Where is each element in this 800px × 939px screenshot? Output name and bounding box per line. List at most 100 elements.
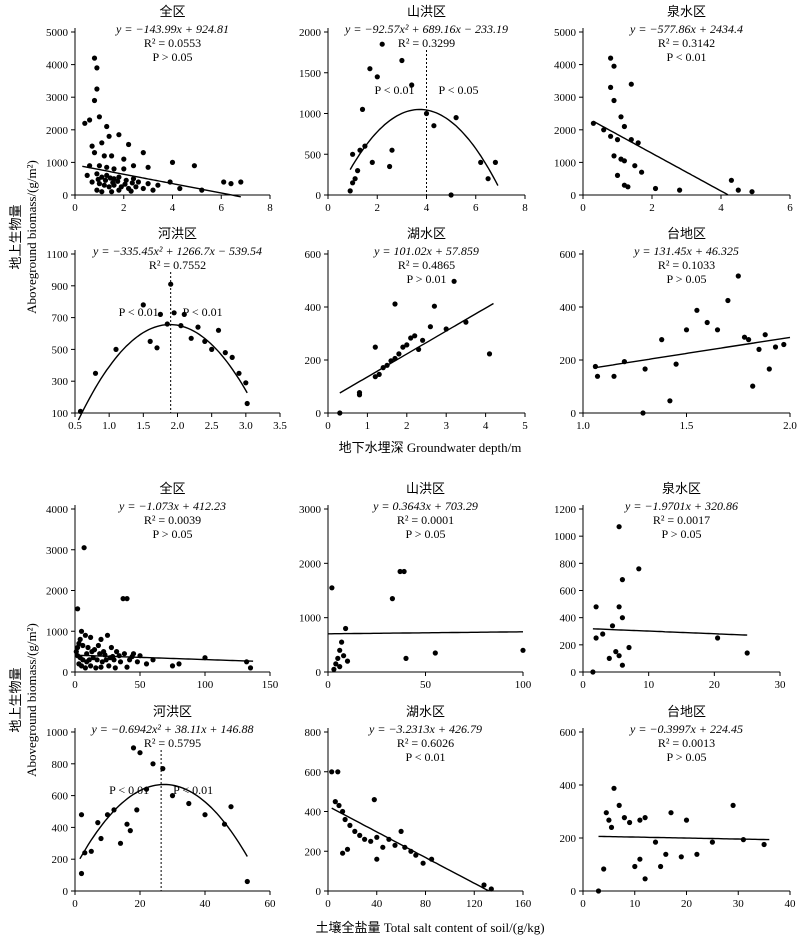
data-point	[401, 568, 407, 575]
y-tick-label: 500	[305, 149, 322, 161]
data-point	[169, 663, 176, 669]
x-tick-label: 0	[580, 202, 586, 214]
fit-line	[328, 631, 523, 635]
y-tick-label: 400	[305, 807, 322, 819]
panel-5: 0 1 2 3 4 5 0 200 400 600 湖水区 y = 101.02x + 57.859R…	[305, 226, 529, 432]
x-tick-label: 4	[170, 202, 176, 214]
data-point	[389, 596, 395, 602]
r-squared: R² = 0.3142	[658, 36, 715, 50]
y-tick-label: 2000	[299, 27, 322, 39]
data-point	[89, 179, 95, 185]
data-point	[709, 839, 716, 845]
data-point	[98, 835, 104, 842]
fit-line	[82, 165, 241, 198]
data-point	[640, 410, 646, 416]
data-point	[756, 346, 762, 352]
data-point	[97, 651, 103, 657]
data-point	[443, 326, 449, 332]
data-point	[635, 140, 641, 146]
panel-7: 0 50 100 150 0 1000 2000 3000 4000 全区 y = −1.073x …	[46, 481, 279, 691]
data-point	[340, 850, 346, 856]
data-point	[238, 179, 244, 185]
data-point	[372, 374, 378, 380]
data-point	[80, 657, 86, 663]
y-tick-label: 3000	[46, 545, 69, 557]
data-point	[81, 545, 87, 551]
p-value-right: P < 0.01	[173, 783, 213, 797]
data-point	[244, 400, 250, 407]
x-tick-label: 30	[733, 898, 745, 910]
x-tick-label: 40	[200, 898, 212, 910]
x-axis-label-top: 地下水埋深 Groundwater depth/m	[339, 440, 522, 455]
y-tick-label: 200	[560, 355, 577, 367]
p-value-left: P < 0.01	[119, 305, 159, 319]
x-tick-label: 10	[643, 679, 655, 691]
data-point	[89, 649, 95, 655]
data-point	[78, 812, 85, 818]
x-tick-label: 40	[371, 898, 383, 910]
data-point	[673, 361, 679, 367]
panel-title: 山洪区	[406, 481, 445, 496]
data-point	[91, 97, 98, 104]
data-point	[380, 365, 386, 371]
data-point	[110, 180, 116, 186]
x-tick-label: 6	[787, 202, 793, 214]
data-point	[683, 327, 690, 333]
p-value: P > 0.05	[406, 527, 446, 541]
y-tick-label: 0	[63, 190, 69, 202]
regression-equation: y = −0.6942x² + 38.11x + 146.88	[90, 722, 253, 736]
data-point	[191, 163, 197, 169]
y-tick-label: 1000	[46, 157, 69, 169]
y-tick-label: 400	[560, 780, 577, 792]
r-squared: R² = 0.4865	[398, 258, 455, 272]
data-point	[244, 878, 250, 885]
x-axis-label-bottom: 土壤全盐量 Total salt content of soil/(g/kg)	[315, 920, 544, 935]
data-point	[150, 657, 156, 663]
data-point	[621, 359, 628, 365]
data-point	[76, 640, 82, 647]
x-tick-label: 150	[262, 679, 279, 691]
data-point	[694, 307, 700, 313]
y-tick-label: 900	[52, 281, 69, 293]
data-point	[93, 665, 99, 671]
data-point	[171, 310, 177, 316]
data-point	[98, 664, 104, 670]
data-point	[427, 324, 433, 330]
data-point	[628, 81, 634, 87]
y-tick-label: 600	[305, 767, 322, 779]
data-point	[725, 297, 731, 304]
x-tick-label: 1	[365, 420, 371, 432]
x-tick-label: 6	[219, 202, 225, 214]
x-tick-label: 100	[197, 679, 214, 691]
data-point	[352, 828, 358, 835]
data-point	[694, 851, 700, 857]
data-point	[387, 163, 393, 170]
data-point	[333, 661, 339, 667]
data-point	[243, 380, 249, 386]
data-point	[133, 184, 139, 190]
y-tick-label: 0	[316, 886, 322, 898]
data-point	[636, 566, 642, 572]
data-point	[380, 844, 386, 850]
r-squared: R² = 0.3299	[398, 36, 455, 50]
data-point	[111, 166, 117, 172]
y-tick-label: 4000	[554, 60, 577, 72]
data-point	[99, 189, 105, 195]
panel-title: 湖水区	[407, 226, 446, 241]
data-point	[616, 524, 622, 530]
data-point	[110, 653, 116, 660]
data-point	[335, 655, 341, 662]
data-point	[344, 658, 351, 664]
x-tick-label: 20	[681, 898, 693, 910]
regression-equation: y = −0.3997x + 224.45	[629, 722, 743, 736]
data-point	[104, 123, 110, 130]
data-point	[337, 410, 343, 416]
data-point	[221, 821, 228, 827]
y-tick-label: 3000	[299, 504, 322, 516]
y-tick-label: 4000	[46, 60, 69, 72]
panel-title: 全区	[159, 481, 185, 496]
y-tick-label: 0	[316, 667, 322, 679]
x-tick-label: 0.5	[68, 420, 82, 432]
data-point	[75, 644, 81, 651]
